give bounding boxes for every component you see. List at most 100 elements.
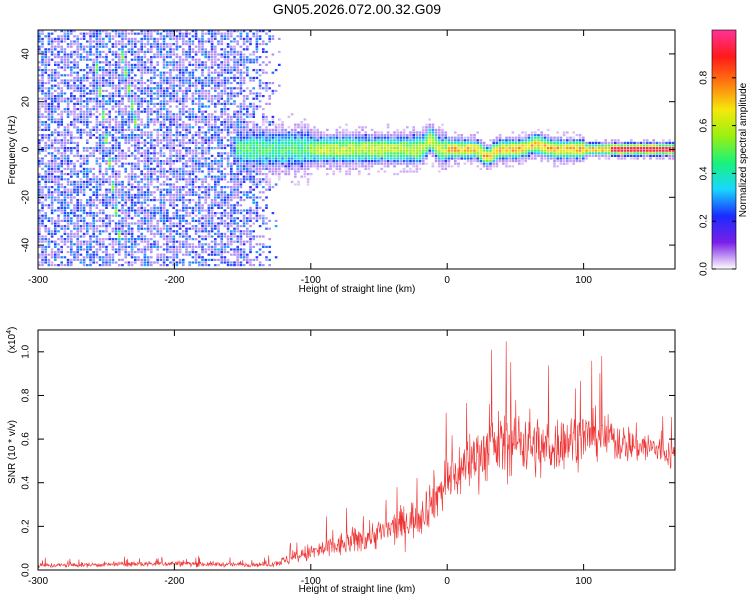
heatmap-cell <box>73 66 76 69</box>
heatmap-cell <box>159 105 163 108</box>
heatmap-cell <box>41 82 44 85</box>
heatmap-cell <box>294 162 297 165</box>
heatmap-cell <box>226 225 230 228</box>
heatmap-cell <box>76 118 79 121</box>
heatmap-cell <box>121 149 124 152</box>
heatmap-cell <box>114 225 118 228</box>
heatmap-cell <box>242 251 246 254</box>
heatmap-cell <box>281 139 284 142</box>
heatmap-cell <box>92 152 95 155</box>
heatmap-cell <box>79 121 83 124</box>
heatmap-cell <box>124 214 127 217</box>
heatmap-cell <box>108 235 111 238</box>
heatmap-cell <box>236 69 239 72</box>
heatmap-cell <box>252 32 255 35</box>
heatmap-cell <box>76 173 79 176</box>
heatmap-cell <box>118 100 121 103</box>
heatmap-cell <box>66 110 70 113</box>
heatmap-cell <box>47 128 51 131</box>
heatmap-cell <box>92 35 95 38</box>
heatmap-cell <box>166 115 169 118</box>
heatmap-cell <box>73 147 76 150</box>
heatmap-cell <box>172 264 175 267</box>
heatmap-cell <box>194 134 198 137</box>
heatmap-cell <box>47 152 51 155</box>
heatmap-cell <box>127 217 131 220</box>
heatmap-cell <box>118 126 121 129</box>
heatmap-cell <box>191 167 195 170</box>
heatmap-cell <box>230 58 233 61</box>
heatmap-cell <box>82 167 86 170</box>
heatmap-cell <box>150 61 153 64</box>
heatmap-cell <box>79 225 83 228</box>
heatmap-cell <box>63 63 67 66</box>
heatmap-cell <box>66 206 70 209</box>
heatmap-cell <box>70 121 73 124</box>
heatmap-cell <box>143 193 147 196</box>
heatmap-cell <box>127 74 131 77</box>
heatmap-cell <box>169 170 172 173</box>
heatmap-cell <box>156 253 159 256</box>
heatmap-cell <box>265 147 268 150</box>
heatmap-cell <box>66 149 70 152</box>
heatmap-cell <box>140 154 143 157</box>
heatmap-cell <box>204 188 207 191</box>
heatmap-cell <box>233 79 236 82</box>
heatmap-cell <box>134 113 137 116</box>
heatmap-cell <box>169 76 172 79</box>
heatmap-cell <box>82 180 86 183</box>
heatmap-cell <box>89 32 92 35</box>
heatmap-cell <box>82 227 86 230</box>
heatmap-cell <box>66 102 70 105</box>
heatmap-cell <box>204 191 207 194</box>
heatmap-cell <box>223 157 227 160</box>
heatmap-cell <box>223 84 227 87</box>
heatmap-cell <box>223 48 227 51</box>
heatmap-cell <box>191 84 195 87</box>
heatmap-cell <box>79 206 83 209</box>
heatmap-cell <box>255 95 259 98</box>
heatmap-cell <box>284 128 287 131</box>
heatmap-cell <box>236 61 239 64</box>
heatmap-cell <box>182 128 185 131</box>
heatmap-cell <box>178 175 182 178</box>
heatmap-cell <box>146 217 150 220</box>
heatmap-cell <box>76 45 79 48</box>
heatmap-cell <box>194 115 198 118</box>
heatmap-cell <box>268 264 271 267</box>
heatmap-cell <box>114 251 118 254</box>
heatmap-cell <box>239 79 243 82</box>
heatmap-cell <box>50 209 54 212</box>
heatmap-cell <box>169 152 172 155</box>
heatmap-cell <box>198 186 201 189</box>
heatmap-cell <box>185 170 188 173</box>
heatmap-cell <box>156 225 159 228</box>
heatmap-cell <box>150 63 153 66</box>
heatmap-cell <box>50 48 54 51</box>
heatmap-cell <box>38 30 41 33</box>
heatmap-cell <box>89 227 92 230</box>
heatmap-cell <box>82 162 86 165</box>
heatmap-cell <box>79 102 83 105</box>
heatmap-cell <box>89 243 92 246</box>
heatmap-cell <box>92 212 95 215</box>
heatmap-cell <box>156 97 159 100</box>
heatmap-cell <box>60 264 63 267</box>
heatmap-cell <box>242 79 246 82</box>
heatmap-cell <box>150 209 153 212</box>
heatmap-cell <box>178 232 182 235</box>
heatmap-cell <box>60 240 63 243</box>
heatmap-cell <box>204 160 207 163</box>
heatmap-cell <box>57 191 60 194</box>
heatmap-cell <box>271 128 275 131</box>
heatmap-cell <box>214 58 217 61</box>
heatmap-cell <box>124 186 127 189</box>
heatmap-cell <box>150 97 153 100</box>
heatmap-cell <box>217 212 220 215</box>
heatmap-cell <box>102 40 105 43</box>
heatmap-cell <box>214 240 217 243</box>
heatmap-cell <box>137 139 140 142</box>
heatmap-cell <box>226 35 230 38</box>
heatmap-cell <box>134 100 137 103</box>
heatmap-cell <box>57 134 60 137</box>
